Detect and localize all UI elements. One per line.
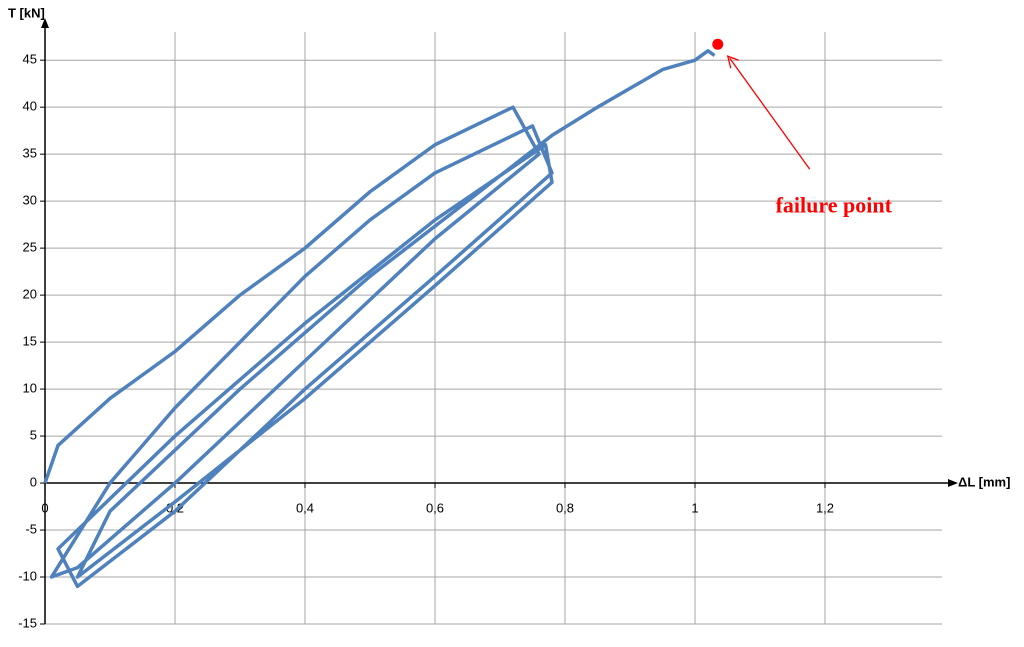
y-tick-label: 30 — [23, 193, 37, 208]
annotation-text: failure point — [776, 192, 893, 217]
y-tick-label: 0 — [30, 474, 37, 489]
x-tick-label: 1 — [691, 500, 698, 515]
data-line — [43, 49, 716, 589]
y-tick-label: 15 — [23, 334, 37, 349]
y-tick-label: -5 — [25, 521, 37, 536]
x-tick-label: 0,6 — [426, 500, 444, 515]
failure-point — [712, 38, 724, 50]
y-tick-label: 10 — [23, 381, 37, 396]
y-axis-label: T [kN] — [8, 5, 45, 20]
y-axis-arrow — [41, 18, 49, 28]
y-tick-label: -15 — [18, 615, 37, 630]
x-axis-label: ΔL [mm] — [958, 474, 1010, 489]
y-tick-label: -10 — [18, 568, 37, 583]
annotation-arrowhead — [726, 55, 739, 69]
x-tick-label: 0,4 — [296, 500, 314, 515]
y-tick-label: 35 — [23, 146, 37, 161]
x-tick-label: 0,8 — [556, 500, 574, 515]
y-tick-label: 45 — [23, 52, 37, 67]
x-tick-label: 1,2 — [816, 500, 834, 515]
y-tick-label: 25 — [23, 240, 37, 255]
y-tick-label: 40 — [23, 99, 37, 114]
y-tick-label: 5 — [30, 428, 37, 443]
y-tick-label: 20 — [23, 287, 37, 302]
x-axis-arrow — [948, 479, 958, 488]
annotation-arrow — [729, 57, 811, 170]
